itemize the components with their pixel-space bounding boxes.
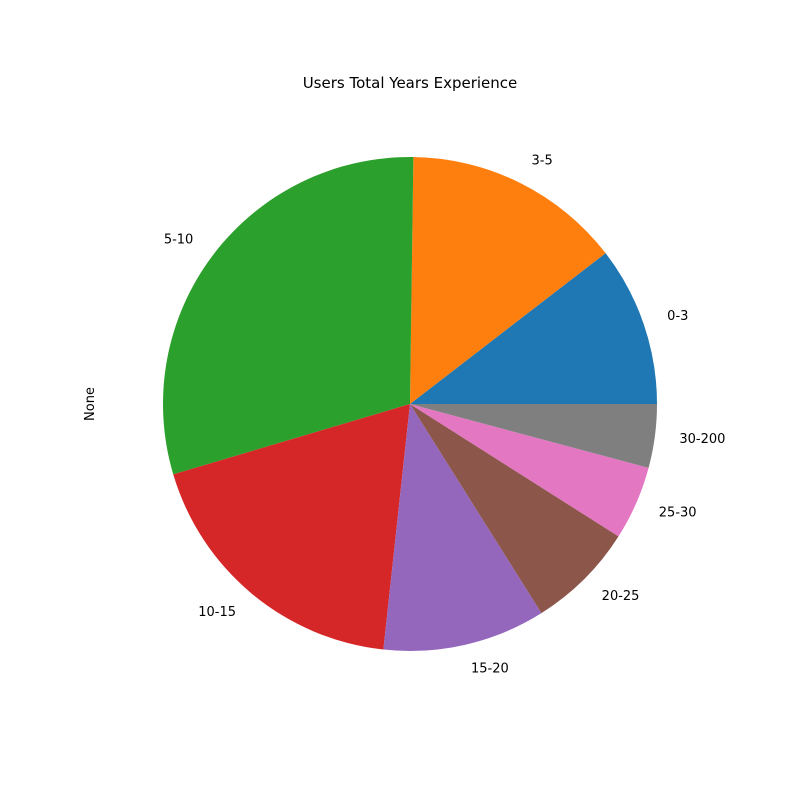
pie-labels: 0-3 3-5 5-10 10-15 15-20 20-25 25-30 30-200 — [164, 154, 726, 677]
chart-title: Users Total Years Experience — [303, 74, 518, 92]
pie-label-3-5: 3-5 — [532, 154, 553, 169]
pie-label-15-20: 15-20 — [471, 661, 509, 676]
pie-label-0-3: 0-3 — [667, 309, 688, 324]
pie-slice-30-200 — [410, 404, 657, 468]
pie-slices — [163, 156, 657, 651]
pie-slice-25-30 — [410, 404, 649, 537]
pie-slice-0-3 — [410, 253, 657, 404]
pie-slice-3-5 — [410, 157, 606, 404]
pie-slice-20-25 — [410, 404, 619, 614]
y-axis-label: None — [83, 387, 98, 421]
pie-slice-5-10 — [163, 156, 414, 475]
pie-slice-10-15 — [173, 404, 410, 650]
pie-label-25-30: 25-30 — [659, 506, 697, 521]
pie-label-30-200: 30-200 — [679, 432, 725, 447]
pie-label-5-10: 5-10 — [164, 233, 194, 248]
pie-slice-15-20 — [383, 404, 542, 651]
pie-label-20-25: 20-25 — [602, 589, 640, 604]
pie-label-10-15: 10-15 — [198, 605, 236, 620]
